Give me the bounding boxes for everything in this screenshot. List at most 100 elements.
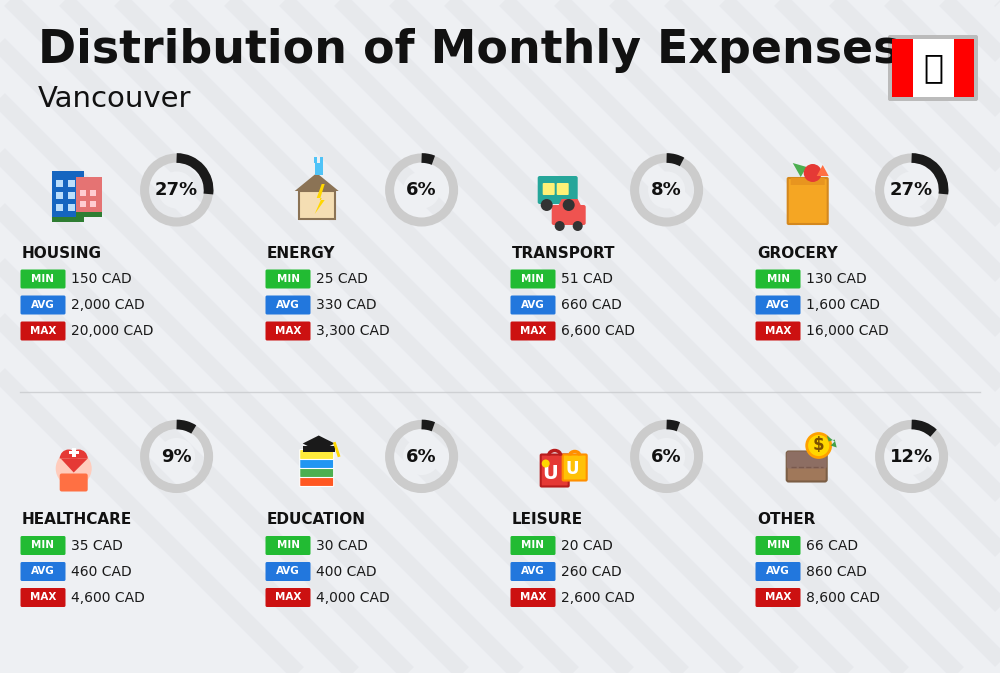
FancyBboxPatch shape bbox=[266, 562, 310, 581]
FancyBboxPatch shape bbox=[300, 458, 334, 468]
Text: 16,000 CAD: 16,000 CAD bbox=[806, 324, 889, 338]
Text: Distribution of Monthly Expenses: Distribution of Monthly Expenses bbox=[38, 28, 900, 73]
FancyBboxPatch shape bbox=[756, 588, 800, 607]
Text: MAX: MAX bbox=[275, 592, 301, 602]
Text: 30 CAD: 30 CAD bbox=[316, 538, 368, 553]
Text: AVG: AVG bbox=[521, 567, 545, 577]
Text: 6,600 CAD: 6,600 CAD bbox=[561, 324, 635, 338]
FancyBboxPatch shape bbox=[299, 191, 335, 219]
Text: 🍁: 🍁 bbox=[923, 52, 943, 85]
Text: 8,600 CAD: 8,600 CAD bbox=[806, 590, 880, 604]
Text: MIN: MIN bbox=[32, 274, 54, 284]
Text: 2,600 CAD: 2,600 CAD bbox=[561, 590, 635, 604]
FancyBboxPatch shape bbox=[538, 176, 578, 204]
FancyBboxPatch shape bbox=[320, 157, 323, 163]
Text: MAX: MAX bbox=[520, 592, 546, 602]
Circle shape bbox=[648, 438, 685, 475]
Text: MIN: MIN bbox=[522, 540, 544, 551]
FancyBboxPatch shape bbox=[541, 454, 569, 487]
Wedge shape bbox=[70, 450, 88, 458]
FancyBboxPatch shape bbox=[892, 39, 912, 97]
FancyBboxPatch shape bbox=[20, 269, 66, 289]
Text: 27%: 27% bbox=[155, 181, 198, 199]
FancyBboxPatch shape bbox=[912, 39, 954, 97]
FancyBboxPatch shape bbox=[756, 295, 800, 314]
FancyBboxPatch shape bbox=[52, 171, 84, 217]
FancyBboxPatch shape bbox=[756, 269, 800, 289]
Circle shape bbox=[893, 438, 930, 475]
Text: EDUCATION: EDUCATION bbox=[267, 512, 366, 527]
Text: GROCERY: GROCERY bbox=[757, 246, 838, 260]
Circle shape bbox=[893, 172, 930, 209]
FancyBboxPatch shape bbox=[563, 454, 587, 481]
Text: MAX: MAX bbox=[30, 326, 56, 336]
FancyBboxPatch shape bbox=[56, 192, 63, 199]
Text: MIN: MIN bbox=[32, 540, 54, 551]
Text: MIN: MIN bbox=[276, 540, 300, 551]
Text: 6%: 6% bbox=[651, 448, 682, 466]
Text: AVG: AVG bbox=[276, 567, 300, 577]
Text: 66 CAD: 66 CAD bbox=[806, 538, 858, 553]
Circle shape bbox=[403, 438, 440, 475]
FancyBboxPatch shape bbox=[72, 448, 76, 456]
FancyBboxPatch shape bbox=[300, 468, 334, 478]
Text: 35 CAD: 35 CAD bbox=[71, 538, 123, 553]
FancyBboxPatch shape bbox=[80, 190, 86, 196]
Text: U: U bbox=[542, 464, 558, 483]
FancyBboxPatch shape bbox=[266, 588, 310, 607]
Text: MAX: MAX bbox=[765, 592, 791, 602]
FancyBboxPatch shape bbox=[52, 217, 84, 222]
Text: HOUSING: HOUSING bbox=[22, 246, 102, 260]
Text: 4,600 CAD: 4,600 CAD bbox=[71, 590, 145, 604]
FancyBboxPatch shape bbox=[266, 322, 310, 341]
FancyBboxPatch shape bbox=[266, 295, 310, 314]
Circle shape bbox=[403, 172, 440, 209]
Text: 4,000 CAD: 4,000 CAD bbox=[316, 590, 390, 604]
Text: 20 CAD: 20 CAD bbox=[561, 538, 613, 553]
FancyBboxPatch shape bbox=[954, 39, 974, 97]
Text: MIN: MIN bbox=[522, 274, 544, 284]
Text: $: $ bbox=[813, 437, 825, 454]
Text: 460 CAD: 460 CAD bbox=[71, 565, 132, 579]
Circle shape bbox=[563, 199, 575, 211]
Text: 330 CAD: 330 CAD bbox=[316, 298, 377, 312]
Circle shape bbox=[555, 221, 565, 231]
Text: AVG: AVG bbox=[766, 300, 790, 310]
Text: TRANSPORT: TRANSPORT bbox=[512, 246, 616, 260]
Text: 2,000 CAD: 2,000 CAD bbox=[71, 298, 145, 312]
Polygon shape bbox=[827, 435, 837, 448]
Polygon shape bbox=[793, 163, 807, 177]
Circle shape bbox=[541, 199, 553, 211]
FancyBboxPatch shape bbox=[511, 322, 556, 341]
Text: AVG: AVG bbox=[521, 300, 545, 310]
FancyBboxPatch shape bbox=[20, 322, 66, 341]
FancyBboxPatch shape bbox=[300, 476, 334, 487]
Text: AVG: AVG bbox=[31, 300, 55, 310]
FancyBboxPatch shape bbox=[20, 588, 66, 607]
Text: 6%: 6% bbox=[406, 181, 437, 199]
FancyBboxPatch shape bbox=[68, 180, 75, 187]
Text: OTHER: OTHER bbox=[757, 512, 815, 527]
FancyBboxPatch shape bbox=[787, 452, 827, 481]
FancyBboxPatch shape bbox=[552, 205, 586, 225]
FancyBboxPatch shape bbox=[68, 204, 75, 211]
Text: Vancouver: Vancouver bbox=[38, 85, 192, 113]
Circle shape bbox=[804, 164, 822, 182]
Text: 20,000 CAD: 20,000 CAD bbox=[71, 324, 154, 338]
Text: 51 CAD: 51 CAD bbox=[561, 272, 613, 286]
FancyBboxPatch shape bbox=[80, 201, 86, 207]
Text: 12%: 12% bbox=[890, 448, 933, 466]
Text: 400 CAD: 400 CAD bbox=[316, 565, 377, 579]
FancyBboxPatch shape bbox=[315, 163, 323, 175]
FancyBboxPatch shape bbox=[56, 180, 63, 187]
Text: 3,300 CAD: 3,300 CAD bbox=[316, 324, 390, 338]
Text: AVG: AVG bbox=[276, 300, 300, 310]
FancyBboxPatch shape bbox=[60, 474, 88, 491]
Text: 27%: 27% bbox=[890, 181, 933, 199]
FancyBboxPatch shape bbox=[511, 536, 556, 555]
FancyBboxPatch shape bbox=[543, 183, 555, 195]
FancyBboxPatch shape bbox=[20, 295, 66, 314]
FancyBboxPatch shape bbox=[56, 204, 63, 211]
FancyBboxPatch shape bbox=[266, 269, 310, 289]
Circle shape bbox=[158, 172, 195, 209]
